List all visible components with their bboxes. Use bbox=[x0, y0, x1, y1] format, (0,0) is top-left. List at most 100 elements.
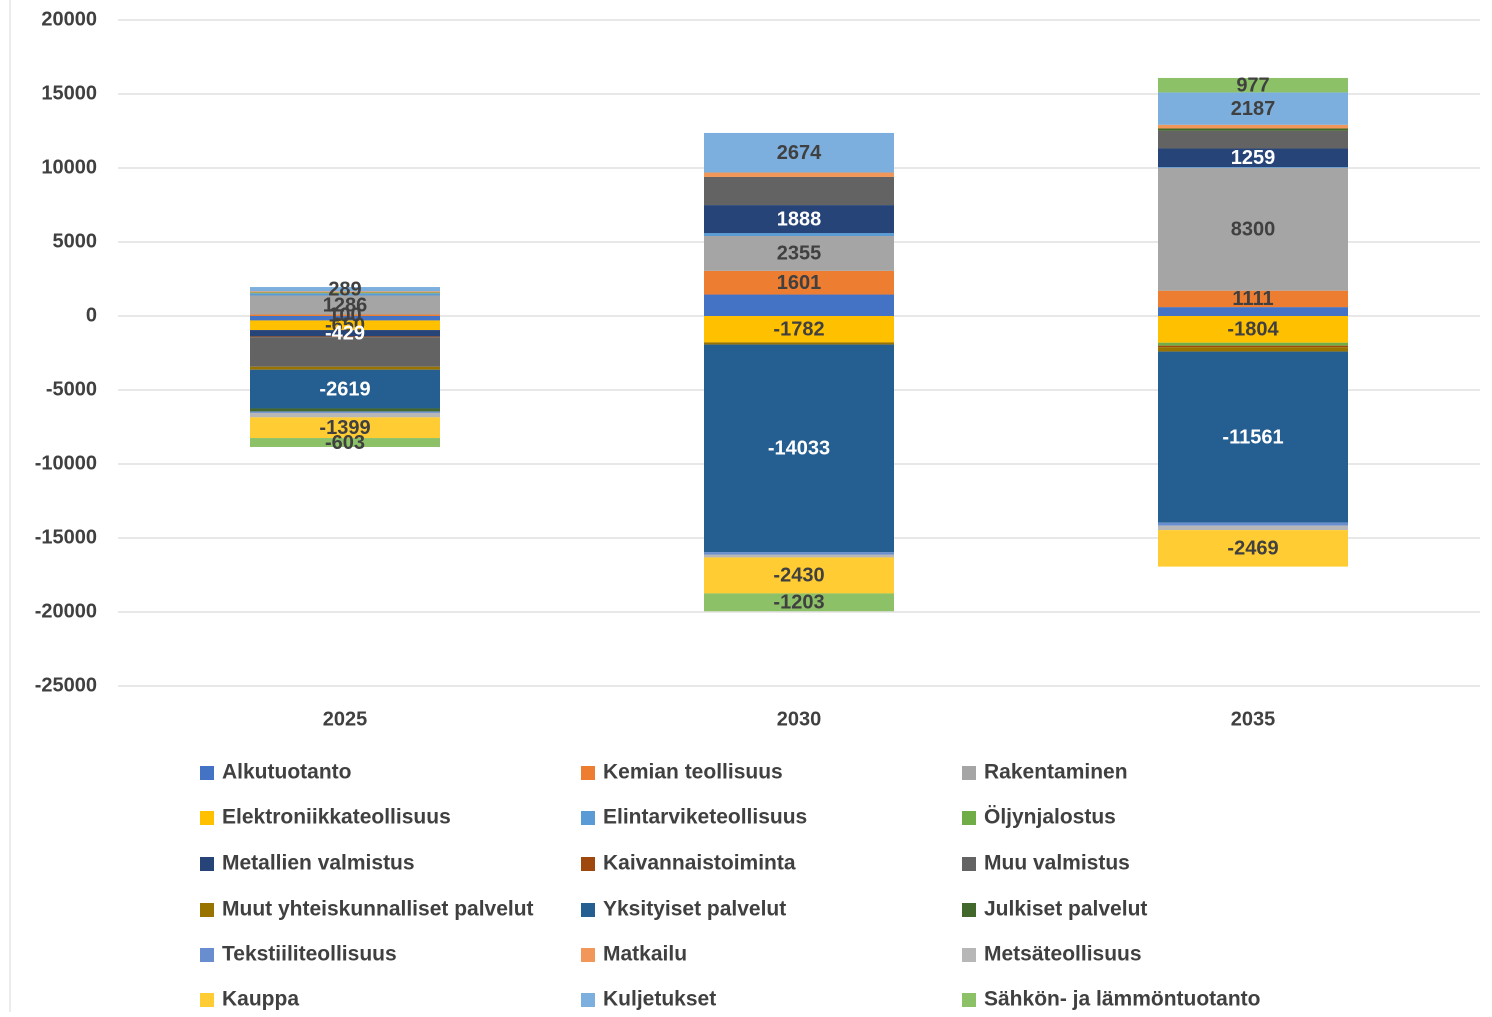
legend-label: Kemian teollisuus bbox=[603, 761, 783, 784]
data-label: -1804 bbox=[1227, 319, 1279, 341]
bar-segment bbox=[704, 344, 894, 553]
y-tick-label: 20000 bbox=[41, 8, 97, 30]
bar-segment bbox=[704, 176, 894, 206]
bar-segment bbox=[250, 366, 440, 370]
bar-segment bbox=[250, 369, 440, 409]
legend-swatch bbox=[581, 811, 595, 825]
data-label: -14033 bbox=[768, 438, 830, 460]
bar-segment bbox=[1158, 130, 1348, 149]
legend-swatch bbox=[200, 766, 214, 780]
legend-label: Rakentaminen bbox=[984, 761, 1128, 784]
legend-swatch bbox=[200, 903, 214, 917]
legend-swatch bbox=[581, 993, 595, 1007]
data-label: 2674 bbox=[777, 142, 822, 164]
bar-segment bbox=[704, 233, 894, 236]
legend-label: Tekstiiliteollisuus bbox=[222, 943, 397, 966]
data-label: 289 bbox=[328, 278, 361, 300]
bar-segment bbox=[704, 557, 894, 594]
bar-segment bbox=[1158, 342, 1348, 346]
bar-segment bbox=[1158, 290, 1348, 308]
legend-label: Elintarviketeollisuus bbox=[603, 806, 807, 829]
bar-segment bbox=[1158, 525, 1348, 531]
legend-label: Metsäteollisuus bbox=[984, 943, 1142, 966]
bar-segment bbox=[250, 337, 440, 367]
bar-segment bbox=[250, 411, 440, 413]
bar-segment bbox=[1158, 345, 1348, 348]
legend-label: Metallien valmistus bbox=[222, 852, 415, 875]
data-label: -429 bbox=[325, 323, 365, 345]
legend-swatch bbox=[200, 948, 214, 962]
data-label: -11561 bbox=[1222, 426, 1283, 448]
bar-segment bbox=[1158, 148, 1348, 168]
bar-segment bbox=[250, 316, 440, 321]
bar-segment bbox=[250, 287, 440, 292]
data-label: 100 bbox=[328, 305, 361, 327]
legend-swatch bbox=[962, 811, 976, 825]
legend-label: Julkiset palvelut bbox=[984, 898, 1147, 921]
bar-segment bbox=[1158, 77, 1348, 93]
bar-segment bbox=[250, 417, 440, 439]
legend-label: Kauppa bbox=[222, 988, 299, 1011]
legend-swatch bbox=[200, 857, 214, 871]
data-label: -1203 bbox=[773, 592, 824, 614]
legend-swatch bbox=[962, 948, 976, 962]
bar-segment bbox=[250, 291, 440, 293]
bar-segment bbox=[250, 330, 440, 337]
bar-segment bbox=[1158, 347, 1348, 352]
legend-swatch bbox=[200, 993, 214, 1007]
bar-segment bbox=[250, 438, 440, 447]
bar-segment bbox=[704, 593, 894, 612]
bar-segment bbox=[250, 314, 440, 316]
data-label: -603 bbox=[325, 432, 365, 454]
bar-segment bbox=[250, 408, 440, 412]
legend-label: Kuljetukset bbox=[603, 988, 716, 1011]
bar-segment bbox=[250, 336, 440, 338]
legend-swatch bbox=[962, 993, 976, 1007]
data-label: -2619 bbox=[319, 378, 370, 400]
legend-label: Muut yhteiskunnalliset palvelut bbox=[222, 898, 534, 921]
y-tick-label: 5000 bbox=[53, 230, 98, 252]
y-tick-label: 10000 bbox=[41, 156, 97, 178]
bar-segment bbox=[250, 295, 440, 315]
legend-swatch bbox=[962, 903, 976, 917]
y-tick-label: 15000 bbox=[41, 82, 97, 104]
bar-segment bbox=[1158, 307, 1348, 316]
legend-swatch bbox=[581, 948, 595, 962]
bar-segment bbox=[704, 294, 894, 316]
legend-swatch bbox=[581, 903, 595, 917]
y-tick-label: -20000 bbox=[35, 600, 97, 622]
data-label: -650 bbox=[325, 315, 365, 337]
bar-segment bbox=[1158, 124, 1348, 129]
data-label: -2430 bbox=[773, 565, 824, 587]
x-tick-label: 2035 bbox=[1231, 708, 1276, 730]
bar-segment bbox=[1158, 167, 1348, 291]
legend-label: Alkutuotanto bbox=[222, 761, 351, 784]
bar-segment bbox=[704, 316, 894, 343]
bar-segment bbox=[1158, 92, 1348, 125]
bar-segment bbox=[250, 320, 440, 331]
data-label: 2355 bbox=[777, 243, 822, 265]
data-label: 1259 bbox=[1231, 147, 1276, 169]
x-tick-label: 2030 bbox=[777, 708, 822, 730]
legend-label: Sähkön- ja lämmöntuotanto bbox=[984, 988, 1261, 1011]
data-label: 2187 bbox=[1231, 98, 1276, 120]
legend-label: Öljynjalostus bbox=[984, 806, 1116, 829]
data-label: -2469 bbox=[1227, 538, 1278, 560]
bar-segment bbox=[704, 270, 894, 295]
legend-swatch bbox=[200, 811, 214, 825]
bar-segment bbox=[250, 412, 440, 418]
bar-segment bbox=[1158, 316, 1348, 343]
data-label: 977 bbox=[1236, 74, 1269, 96]
bar-segment bbox=[1158, 530, 1348, 567]
bar-segment bbox=[704, 132, 894, 173]
legend-label: Yksityiset palvelut bbox=[603, 898, 786, 921]
bar-segment bbox=[704, 554, 894, 558]
bar-segment bbox=[1158, 522, 1348, 526]
legend-label: Muu valmistus bbox=[984, 852, 1130, 875]
data-label: 1111 bbox=[1232, 288, 1273, 310]
y-tick-label: 0 bbox=[86, 304, 97, 326]
bar-segment bbox=[1158, 351, 1348, 523]
legend-label: Elektroniikkateollisuus bbox=[222, 806, 451, 829]
data-label: 1286 bbox=[323, 294, 368, 316]
